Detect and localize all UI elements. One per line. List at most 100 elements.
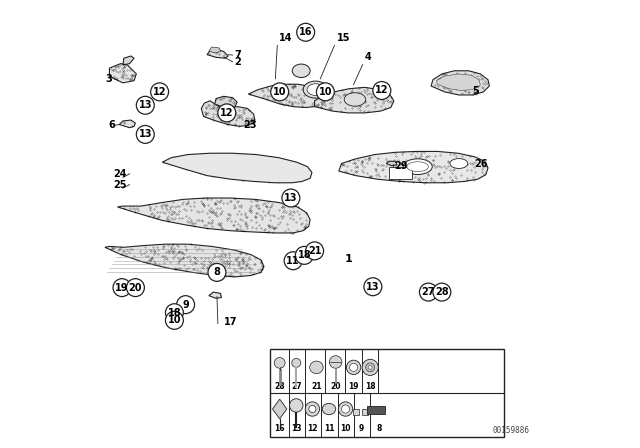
Circle shape bbox=[136, 96, 154, 114]
Polygon shape bbox=[273, 399, 287, 419]
Circle shape bbox=[305, 402, 319, 416]
Text: 24: 24 bbox=[113, 169, 127, 179]
Text: 23: 23 bbox=[243, 121, 257, 130]
Text: 27: 27 bbox=[291, 382, 301, 391]
Polygon shape bbox=[163, 153, 312, 183]
Circle shape bbox=[369, 366, 372, 369]
Circle shape bbox=[339, 402, 353, 416]
Text: 6: 6 bbox=[109, 121, 115, 130]
FancyBboxPatch shape bbox=[367, 406, 385, 414]
Polygon shape bbox=[105, 244, 264, 277]
Ellipse shape bbox=[303, 81, 328, 98]
Text: 5: 5 bbox=[472, 86, 479, 96]
Circle shape bbox=[346, 360, 361, 375]
Circle shape bbox=[373, 82, 391, 99]
FancyBboxPatch shape bbox=[270, 349, 504, 437]
Circle shape bbox=[349, 363, 358, 371]
Circle shape bbox=[136, 125, 154, 143]
Text: 13: 13 bbox=[366, 282, 380, 292]
Circle shape bbox=[289, 399, 303, 412]
Circle shape bbox=[282, 189, 300, 207]
Text: 12: 12 bbox=[220, 108, 234, 118]
Text: 10: 10 bbox=[319, 87, 332, 97]
Circle shape bbox=[308, 405, 316, 413]
Circle shape bbox=[362, 359, 378, 375]
Polygon shape bbox=[315, 87, 394, 113]
Polygon shape bbox=[209, 292, 221, 298]
Circle shape bbox=[330, 356, 342, 368]
Text: 10: 10 bbox=[168, 315, 181, 325]
Ellipse shape bbox=[344, 93, 365, 106]
Circle shape bbox=[218, 104, 236, 122]
Text: 11: 11 bbox=[286, 256, 300, 266]
Circle shape bbox=[296, 246, 314, 264]
Polygon shape bbox=[248, 84, 326, 108]
Circle shape bbox=[113, 279, 131, 297]
Text: 28: 28 bbox=[435, 287, 449, 297]
Text: 9: 9 bbox=[358, 424, 364, 433]
Polygon shape bbox=[118, 198, 310, 233]
Circle shape bbox=[342, 405, 349, 413]
Text: 8: 8 bbox=[214, 267, 220, 277]
Circle shape bbox=[271, 83, 289, 101]
Circle shape bbox=[208, 263, 226, 281]
Polygon shape bbox=[436, 74, 481, 90]
Text: 27: 27 bbox=[422, 287, 435, 297]
Polygon shape bbox=[119, 120, 136, 128]
Polygon shape bbox=[387, 161, 397, 166]
Text: 1: 1 bbox=[344, 254, 353, 264]
Text: 19: 19 bbox=[348, 382, 359, 391]
Circle shape bbox=[364, 278, 382, 296]
Text: 12: 12 bbox=[153, 87, 166, 97]
Polygon shape bbox=[201, 101, 255, 126]
Polygon shape bbox=[210, 272, 225, 280]
Text: 20: 20 bbox=[129, 283, 142, 293]
Ellipse shape bbox=[407, 162, 428, 172]
Text: 10: 10 bbox=[340, 424, 351, 433]
Circle shape bbox=[365, 363, 374, 372]
Text: 9: 9 bbox=[182, 300, 189, 310]
Circle shape bbox=[316, 83, 334, 101]
Circle shape bbox=[177, 296, 195, 314]
Text: 20: 20 bbox=[330, 382, 341, 391]
Circle shape bbox=[165, 311, 183, 329]
Text: 13: 13 bbox=[138, 129, 152, 139]
Polygon shape bbox=[339, 151, 488, 183]
Text: 18: 18 bbox=[365, 382, 376, 391]
Circle shape bbox=[165, 304, 183, 322]
Text: 14: 14 bbox=[279, 33, 292, 43]
Circle shape bbox=[297, 23, 315, 41]
Text: 13: 13 bbox=[138, 100, 152, 110]
Text: 29: 29 bbox=[394, 161, 408, 171]
Circle shape bbox=[306, 242, 324, 260]
Text: 21: 21 bbox=[311, 382, 322, 391]
Text: 10: 10 bbox=[273, 87, 287, 97]
Text: 13: 13 bbox=[291, 424, 301, 433]
Text: 13: 13 bbox=[284, 193, 298, 203]
Ellipse shape bbox=[403, 159, 432, 174]
Text: 25: 25 bbox=[113, 180, 127, 190]
Ellipse shape bbox=[292, 64, 310, 78]
Text: 26: 26 bbox=[474, 159, 488, 168]
Ellipse shape bbox=[322, 403, 336, 415]
Text: 12: 12 bbox=[375, 86, 388, 95]
Text: 2: 2 bbox=[234, 57, 241, 67]
FancyBboxPatch shape bbox=[353, 409, 360, 415]
Circle shape bbox=[292, 358, 301, 367]
Text: 16: 16 bbox=[299, 27, 312, 37]
Text: 21: 21 bbox=[308, 246, 321, 256]
Circle shape bbox=[433, 283, 451, 301]
Text: 3: 3 bbox=[106, 74, 113, 84]
Text: 15: 15 bbox=[337, 33, 351, 43]
Ellipse shape bbox=[450, 159, 468, 168]
Polygon shape bbox=[214, 96, 237, 108]
Ellipse shape bbox=[310, 361, 323, 374]
Circle shape bbox=[419, 283, 437, 301]
Polygon shape bbox=[431, 71, 490, 95]
Text: 18: 18 bbox=[168, 308, 181, 318]
FancyBboxPatch shape bbox=[389, 167, 412, 179]
FancyBboxPatch shape bbox=[362, 409, 369, 415]
Polygon shape bbox=[109, 64, 136, 83]
Text: 8: 8 bbox=[377, 424, 382, 433]
Circle shape bbox=[150, 83, 168, 101]
